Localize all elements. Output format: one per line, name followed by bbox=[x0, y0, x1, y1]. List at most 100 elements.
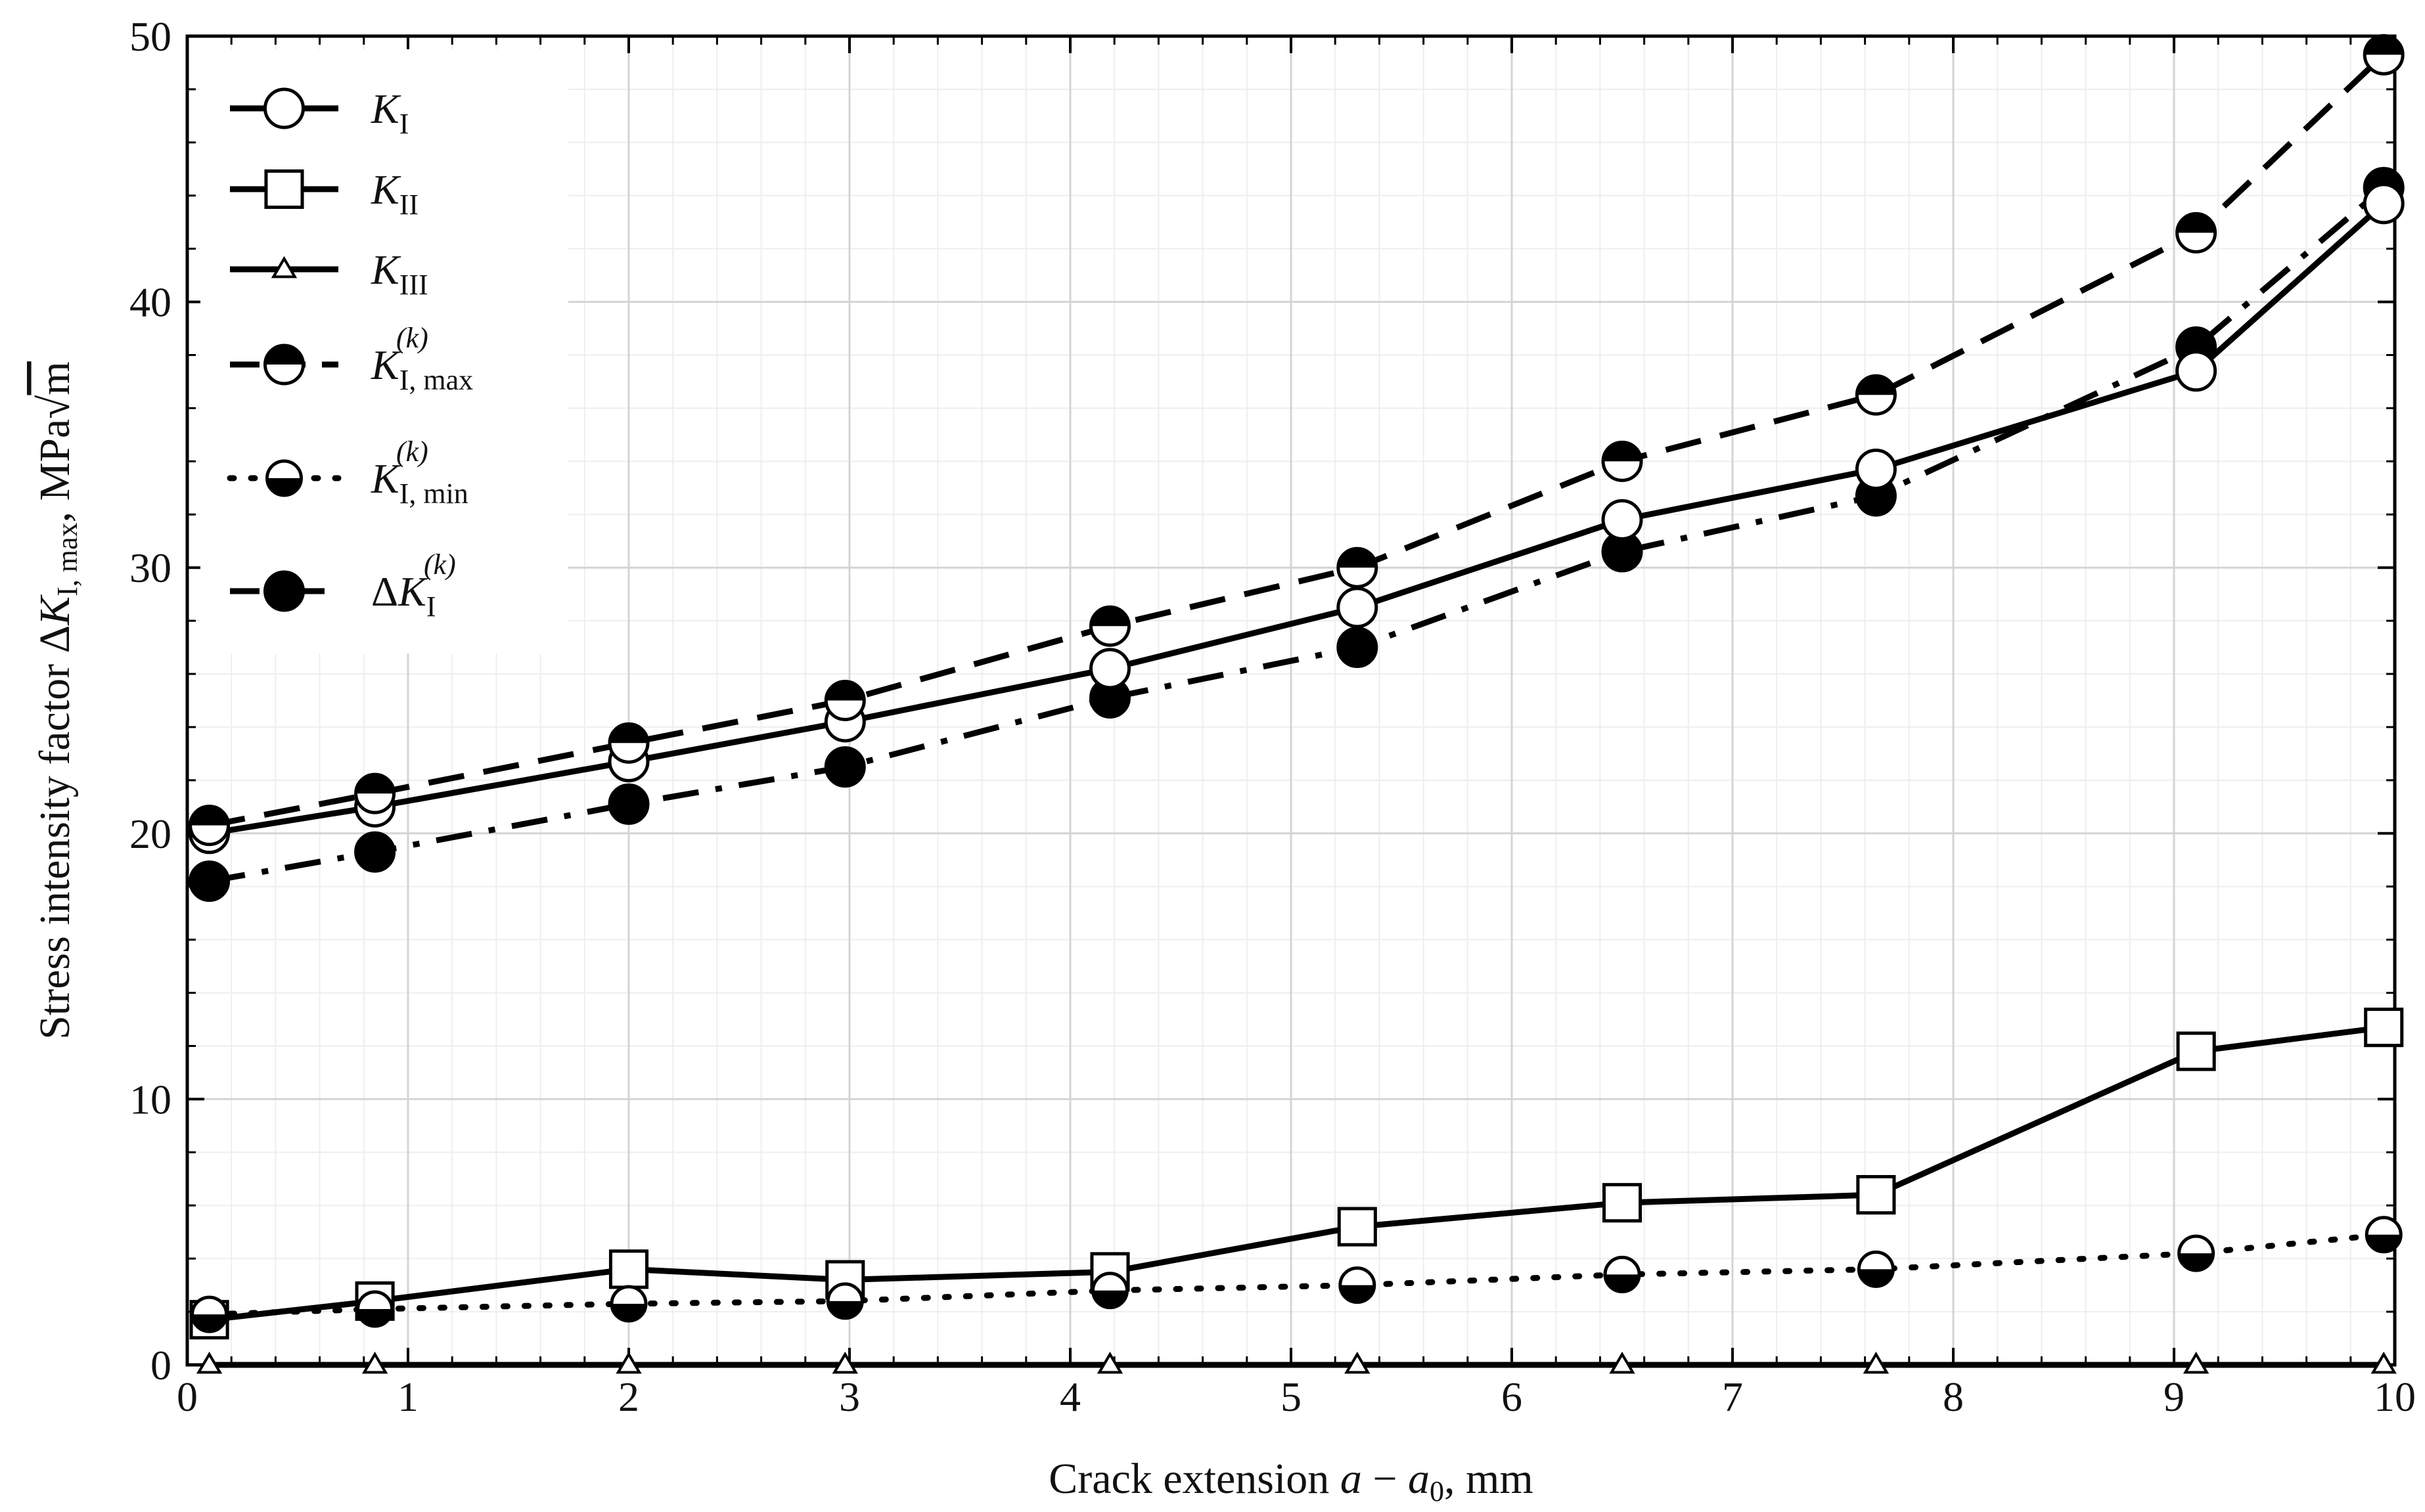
series-markers-3 bbox=[189, 33, 2405, 847]
top-filled-circle-marker bbox=[608, 722, 650, 764]
top-filled-circle-marker bbox=[1601, 440, 1643, 482]
open-circle-marker-shape bbox=[263, 87, 305, 129]
half-marker-fill bbox=[2367, 1234, 2401, 1252]
half-marker-outline bbox=[2177, 1234, 2215, 1272]
half-marker-fill bbox=[192, 1314, 227, 1332]
open-square-marker bbox=[1337, 1207, 1377, 1247]
half-marker-outline bbox=[2175, 211, 2217, 254]
half-marker-outline bbox=[265, 459, 303, 497]
half-marker-fill bbox=[1340, 1285, 1374, 1302]
half-marker-fill bbox=[265, 345, 304, 365]
half-marker-fill bbox=[2177, 213, 2215, 233]
half-marker-outline bbox=[1338, 1266, 1376, 1304]
legend-label-sup: (k) bbox=[424, 548, 456, 581]
half-marker-fill bbox=[1091, 607, 1129, 627]
bottom-filled-circle-marker bbox=[2365, 1216, 2403, 1254]
open-circle-marker-shape bbox=[1089, 648, 1131, 690]
half-marker-fill bbox=[1859, 1269, 1893, 1287]
half-marker-fill bbox=[612, 1303, 646, 1321]
open-square-marker bbox=[608, 1249, 649, 1289]
open-triangle-marker-shape bbox=[832, 1351, 858, 1374]
series-line-4 bbox=[206, 1232, 2387, 1318]
legend-label-sub: I, min bbox=[399, 478, 468, 510]
half-marker-fill bbox=[610, 724, 648, 744]
legend-label: KI bbox=[371, 85, 409, 140]
open-triangle-marker-shape bbox=[1863, 1351, 1890, 1374]
half-marker-outline bbox=[263, 344, 305, 386]
legend-label-main: K bbox=[371, 166, 401, 213]
open-square-marker-shape bbox=[608, 1249, 649, 1289]
top-filled-circle-marker bbox=[2175, 211, 2217, 254]
open-triangle-marker-shape bbox=[361, 1351, 388, 1374]
filled-circle-marker bbox=[824, 746, 866, 788]
legend-label-sup: (k) bbox=[396, 322, 428, 354]
series-markers-5 bbox=[189, 167, 2405, 902]
filled-circle-marker-shape bbox=[263, 570, 305, 612]
half-marker-outline bbox=[354, 772, 396, 814]
half-marker-outline bbox=[826, 1282, 864, 1320]
legend-entry-5: ΔKI (k) bbox=[230, 548, 456, 623]
open-square-marker bbox=[2176, 1031, 2216, 1071]
open-triangle-marker bbox=[1344, 1351, 1371, 1374]
series-markers-2 bbox=[196, 1351, 2397, 1374]
open-triangle-marker-shape bbox=[1344, 1351, 1371, 1374]
half-marker-outline bbox=[1089, 605, 1131, 647]
open-circle-marker bbox=[2175, 350, 2217, 392]
half-marker-fill bbox=[267, 478, 302, 496]
top-filled-circle-marker bbox=[824, 680, 866, 721]
open-circle-marker-shape bbox=[1855, 448, 1897, 490]
series-markers-1 bbox=[189, 1008, 2404, 1340]
y-tick-label: 20 bbox=[129, 811, 171, 857]
legend-label-sub: II bbox=[399, 189, 419, 221]
half-marker-outline bbox=[608, 722, 650, 764]
bottom-filled-circle-marker bbox=[1338, 1266, 1376, 1304]
legend-label: KI, max (k) bbox=[371, 322, 473, 396]
series-lines bbox=[206, 53, 2387, 1368]
legend-label-sub: I, max bbox=[399, 364, 473, 396]
half-marker-fill bbox=[2365, 35, 2403, 55]
half-marker-fill bbox=[1857, 376, 1895, 395]
half-marker-outline bbox=[191, 1295, 229, 1333]
half-marker-fill bbox=[1605, 1274, 1639, 1292]
legend-entry-1: KII bbox=[230, 166, 419, 221]
x-tick-label: 3 bbox=[839, 1373, 860, 1420]
legend-entry-0: KI bbox=[230, 85, 409, 140]
open-square-marker-shape bbox=[1856, 1175, 1896, 1215]
half-marker-outline bbox=[1857, 1250, 1895, 1288]
x-tick-label: 7 bbox=[1722, 1373, 1743, 1420]
bottom-filled-circle-marker bbox=[610, 1285, 648, 1323]
open-square-marker-shape bbox=[2176, 1031, 2216, 1071]
open-circle-marker-shape bbox=[1336, 587, 1378, 629]
legend-label: KII bbox=[371, 166, 419, 221]
y-tick-label: 30 bbox=[129, 545, 171, 591]
half-marker-fill bbox=[828, 1301, 863, 1318]
open-circle-marker-shape bbox=[2363, 183, 2405, 225]
legend-label-sub: I bbox=[399, 108, 409, 140]
half-marker-fill bbox=[1338, 548, 1376, 568]
open-square-marker-shape bbox=[1337, 1207, 1377, 1247]
open-triangle-marker-shape bbox=[1097, 1351, 1123, 1374]
top-filled-circle-marker bbox=[1089, 605, 1131, 647]
half-marker-outline bbox=[610, 1285, 648, 1323]
legend-entry-3: KI, max (k) bbox=[230, 322, 473, 396]
open-triangle-marker bbox=[271, 256, 298, 278]
open-circle-marker bbox=[1089, 648, 1131, 690]
x-tick-label: 1 bbox=[397, 1373, 419, 1420]
legend-label: KIII bbox=[371, 246, 428, 301]
top-filled-circle-marker bbox=[263, 344, 305, 386]
open-square-marker bbox=[1602, 1183, 1643, 1223]
open-triangle-marker bbox=[616, 1351, 642, 1374]
open-triangle-marker-shape bbox=[616, 1351, 642, 1374]
top-filled-circle-marker bbox=[1336, 546, 1378, 589]
half-marker-outline bbox=[824, 680, 866, 721]
x-axis-tick-labels: 0 1 2 3 4 5 6 7 8 9 10 bbox=[177, 1373, 2416, 1420]
open-triangle-marker-shape bbox=[196, 1351, 223, 1374]
open-circle-marker bbox=[1336, 587, 1378, 629]
half-marker-outline bbox=[1091, 1272, 1129, 1310]
open-triangle-marker bbox=[832, 1351, 858, 1374]
x-tick-label: 0 bbox=[177, 1373, 198, 1420]
open-square-marker-shape bbox=[2364, 1008, 2404, 1048]
legend-label: ΔKI (k) bbox=[371, 548, 456, 623]
half-marker-outline bbox=[1336, 546, 1378, 589]
